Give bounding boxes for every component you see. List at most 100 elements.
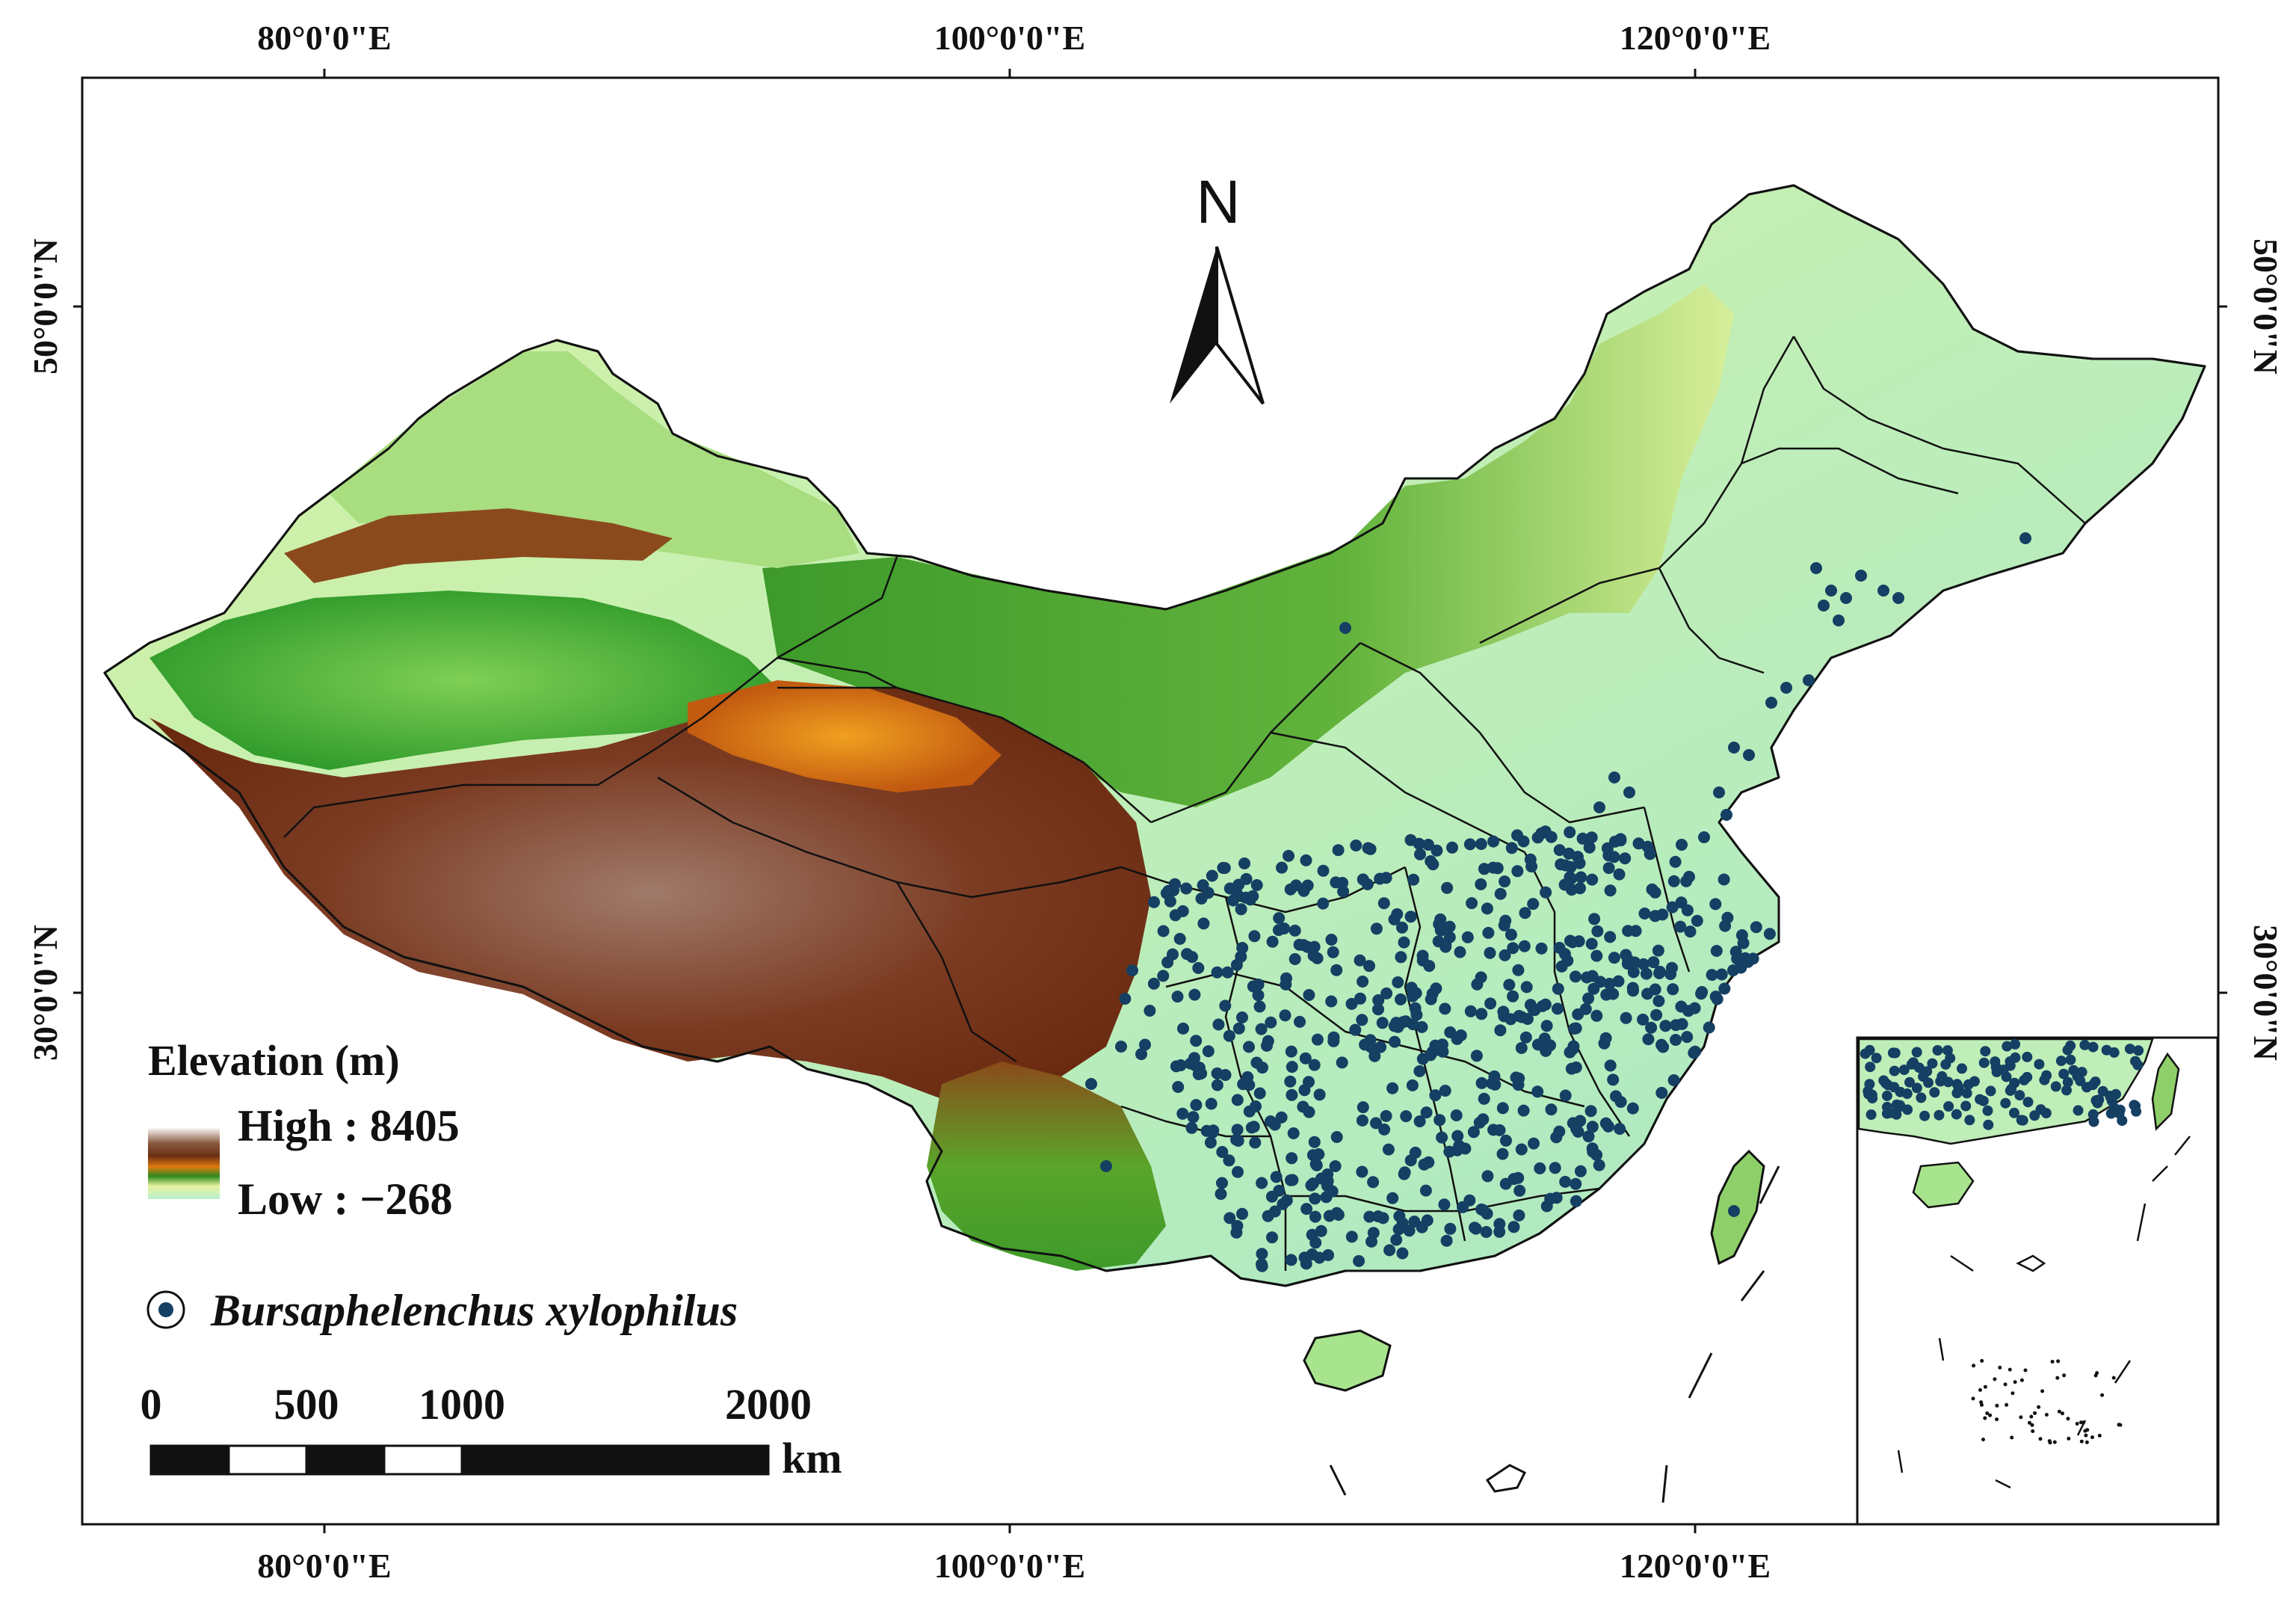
- occurrence-point: [1576, 832, 1589, 845]
- occurrence-point: [1377, 897, 1390, 910]
- occurrence-point: [1170, 1060, 1182, 1073]
- land-outline-stroke: [103, 184, 2206, 1287]
- occurrence-point: [1357, 976, 1369, 988]
- occurrence-point: [1380, 872, 1392, 884]
- inset-occurrence-point: [2130, 1056, 2141, 1067]
- occurrence-point: [1250, 879, 1263, 891]
- occurrence-point: [1157, 970, 1170, 982]
- occurrence-point: [1253, 1087, 1266, 1100]
- occurrence-point: [1614, 1123, 1626, 1135]
- inset-occurrence-point: [1991, 1067, 2002, 1077]
- occurrence-point: [1494, 1024, 1507, 1037]
- island-dot: [1998, 1365, 2002, 1370]
- inset-occurrence-point: [2061, 1085, 2072, 1096]
- occurrence-point: [1420, 1106, 1433, 1119]
- occurrence-point: [1599, 1117, 1612, 1130]
- occurrence-point: [1602, 862, 1615, 875]
- occurrence-point: [1575, 871, 1587, 884]
- occurrence-point: [1380, 1109, 1392, 1122]
- occurrence-point: [1718, 982, 1731, 995]
- occurrence-point: [1181, 948, 1194, 961]
- island-dot: [1983, 1384, 1987, 1389]
- island-dot: [1985, 1411, 1990, 1415]
- occurrence-point: [1475, 1076, 1488, 1089]
- island-dot: [2056, 1359, 2061, 1364]
- inset-occurrence-point: [2050, 1081, 2061, 1092]
- occurrence-point: [1309, 1192, 1321, 1205]
- inset-points: [1860, 1038, 2144, 1130]
- occurrence-point: [1583, 841, 1596, 854]
- inset-occurrence-point: [2000, 1097, 2011, 1109]
- occurrence-point: [1363, 960, 1375, 973]
- occurrence-point: [1534, 1162, 1546, 1174]
- occurrence-point: [1721, 911, 1734, 924]
- occurrence-point: [1403, 1225, 1416, 1237]
- inset-occurrence-point: [2093, 1094, 2105, 1106]
- island-dot: [1993, 1377, 1997, 1381]
- inset-occurrence-point: [1919, 1110, 1931, 1121]
- island-dot: [2111, 1376, 2116, 1380]
- occurrence-point: [1115, 1041, 1127, 1053]
- occurrence-point: [1652, 944, 1664, 957]
- occurrence-point: [1256, 1248, 1268, 1260]
- occurrence-point: [1386, 1082, 1399, 1094]
- occurrence-point: [1431, 844, 1443, 857]
- occurrence-point: [1655, 1086, 1668, 1099]
- north-arrow-right-half: [1215, 246, 1265, 405]
- inset-occurrence-point: [2087, 1041, 2099, 1053]
- occurrence-point: [1640, 967, 1652, 980]
- occurrence-point: [1454, 946, 1466, 958]
- occurrence-point: [1457, 1201, 1469, 1213]
- occurrence-point: [1484, 946, 1496, 959]
- occurrence-point: [1513, 1072, 1525, 1085]
- occurrence-point: [1475, 1008, 1488, 1020]
- inset-occurrence-point: [2010, 1038, 2021, 1050]
- island-dot: [1988, 1413, 1993, 1417]
- island-dot: [2097, 1433, 2102, 1438]
- inset-occurrence-point: [1906, 1059, 1917, 1070]
- occurrence-point: [1627, 985, 1639, 997]
- island-dot: [2003, 1382, 2008, 1387]
- island-dot: [2055, 1376, 2060, 1380]
- inset-occurrence-point: [1911, 1047, 1922, 1058]
- occurrence-point: [1392, 976, 1404, 988]
- island-dot: [1981, 1438, 1985, 1442]
- occurrence-point: [1608, 771, 1620, 783]
- island-dot: [2052, 1440, 2057, 1444]
- occurrence-point: [1266, 1231, 1278, 1244]
- occurrence-point: [1392, 1020, 1404, 1033]
- occurrence-point: [1235, 903, 1247, 916]
- occurrence-point: [1480, 1226, 1493, 1238]
- occurrence-point: [1396, 921, 1408, 934]
- occurrence-point: [1377, 1212, 1389, 1225]
- inset-occurrence-point: [2124, 1044, 2135, 1055]
- occurrence-point: [1409, 1146, 1422, 1159]
- occurrence-point: [1670, 1019, 1682, 1032]
- inset-occurrence-point: [1929, 1087, 1940, 1098]
- occurrence-point: [1647, 956, 1660, 969]
- island-dot: [2050, 1360, 2055, 1364]
- lon-label-top-100: 100°0'0"E: [934, 19, 1085, 57]
- occurrence-point: [1840, 592, 1852, 604]
- occurrence-point: [1249, 1136, 1262, 1149]
- inset-occurrence-point: [1942, 1045, 1953, 1056]
- occurrence-point: [1585, 937, 1598, 950]
- occurrence-point: [1386, 1192, 1399, 1204]
- occurrence-point: [1638, 958, 1650, 970]
- occurrence-point: [1515, 1041, 1528, 1054]
- occurrence-point: [1549, 1162, 1561, 1174]
- occurrence-point: [1416, 1020, 1428, 1033]
- occurrence-point: [1389, 1035, 1401, 1048]
- occurrence-point: [1478, 863, 1490, 875]
- island-dot: [2038, 1437, 2043, 1441]
- island-dot: [2079, 1439, 2084, 1444]
- occurrence-point: [1545, 831, 1558, 843]
- occurrence-point: [1253, 1000, 1266, 1013]
- occurrence-point: [1365, 1041, 1377, 1053]
- occurrence-point: [1512, 964, 1525, 976]
- occurrence-point: [1564, 871, 1576, 884]
- occurrence-point: [1204, 1136, 1217, 1149]
- inset-hainan: [1912, 1161, 1975, 1209]
- occurrence-point: [1507, 942, 1519, 955]
- occurrence-point: [1216, 1177, 1228, 1189]
